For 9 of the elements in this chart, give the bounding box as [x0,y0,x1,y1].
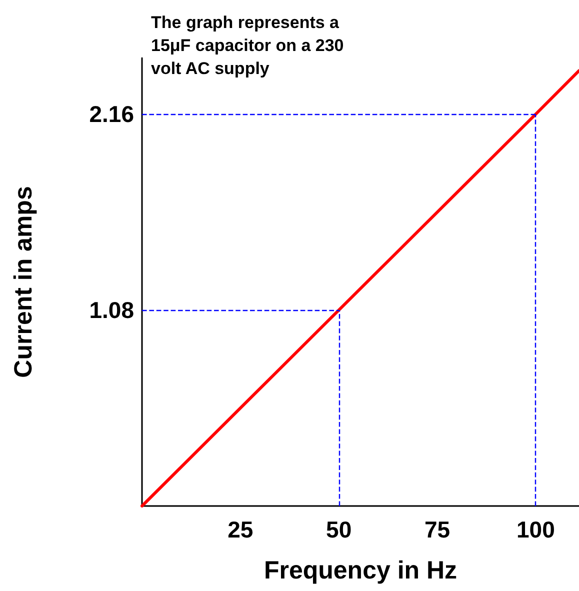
y-tick-label: 1.08 [89,297,134,324]
x-tick-label: 25 [228,516,254,542]
y-axis-title: Current in amps [10,186,38,378]
x-tick-label: 100 [516,516,555,542]
x-tick-label: 75 [424,516,450,542]
chart-title: The graph represents a 15μF capacitor on a 230 volt AC supply [151,13,348,78]
y-tick-label: 2.16 [89,101,134,128]
x-axis-title: Frequency in Hz [264,556,458,584]
x-tick-label: 50 [326,516,352,542]
